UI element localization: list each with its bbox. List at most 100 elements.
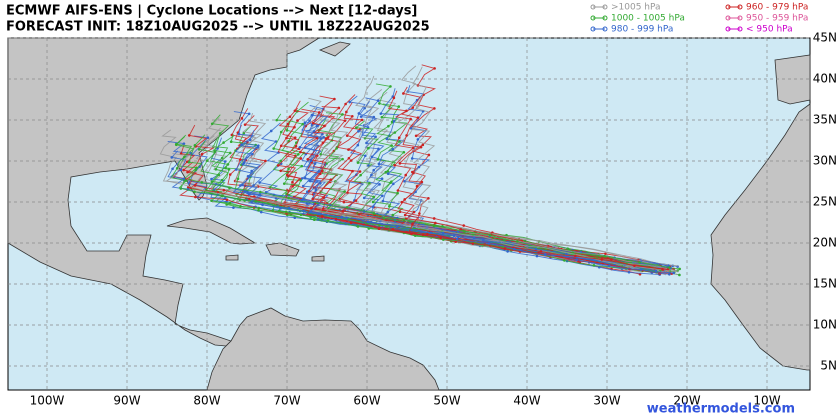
track-point xyxy=(226,163,230,166)
track-point xyxy=(225,198,229,202)
track-point xyxy=(381,194,384,198)
track-point xyxy=(171,167,174,171)
track-point xyxy=(427,153,431,157)
track-point xyxy=(300,164,304,168)
track-point xyxy=(386,210,390,214)
track-point xyxy=(228,173,232,176)
track-point xyxy=(543,253,547,257)
track-point xyxy=(287,196,291,200)
track-point xyxy=(404,173,408,177)
track-point xyxy=(322,207,325,210)
track-point xyxy=(342,200,346,204)
track-point xyxy=(633,264,636,268)
track-point xyxy=(472,236,476,240)
track-point xyxy=(321,132,324,136)
track-point xyxy=(382,216,386,220)
track-point xyxy=(391,147,395,151)
track-point xyxy=(282,182,286,185)
track-point xyxy=(259,190,262,194)
track-point xyxy=(311,121,315,125)
track-point xyxy=(356,161,360,164)
track-point xyxy=(247,112,251,116)
north-america xyxy=(7,37,321,347)
track-point xyxy=(416,116,420,119)
lon-label: 30W xyxy=(593,394,620,408)
track-point xyxy=(377,162,381,166)
track-point xyxy=(194,195,197,199)
track-point xyxy=(398,162,402,165)
legend-swatch xyxy=(725,4,731,10)
track xyxy=(398,86,663,270)
track-point xyxy=(299,157,303,160)
track-point xyxy=(503,247,507,250)
track-point xyxy=(349,221,353,225)
track-point xyxy=(376,158,380,161)
cuba xyxy=(166,217,257,245)
track-point xyxy=(380,177,384,181)
track-point xyxy=(378,102,381,105)
track xyxy=(396,65,662,268)
track-point xyxy=(236,177,240,181)
track xyxy=(198,140,657,273)
legend-swatch xyxy=(602,26,608,32)
track-point xyxy=(250,169,253,173)
track-point xyxy=(287,167,290,171)
track-point xyxy=(287,206,291,210)
track-point xyxy=(340,215,344,219)
track-point xyxy=(241,163,245,166)
track-point xyxy=(396,189,400,192)
track-point xyxy=(308,119,311,123)
track-point xyxy=(668,266,671,269)
track-point xyxy=(403,213,407,217)
track-point xyxy=(455,237,459,241)
track-point xyxy=(248,138,252,142)
track-point xyxy=(222,141,225,144)
track-point xyxy=(413,234,417,237)
track-point xyxy=(200,181,204,184)
track-point xyxy=(347,217,350,221)
track-point xyxy=(429,231,433,235)
track-point xyxy=(462,224,466,227)
track-point xyxy=(220,178,224,182)
track-point xyxy=(414,134,418,138)
track-point xyxy=(302,197,305,201)
track-point xyxy=(242,131,246,135)
lat-label: 40N xyxy=(813,72,837,86)
track-point xyxy=(391,213,395,217)
lon-label: 100W xyxy=(30,394,65,408)
track-point xyxy=(313,162,317,165)
track-point xyxy=(357,112,361,115)
lat-label: 10N xyxy=(813,318,837,332)
track-point xyxy=(264,159,267,163)
track-point xyxy=(425,232,429,236)
track-point xyxy=(386,170,390,173)
track-point xyxy=(627,270,631,274)
track-point xyxy=(482,238,485,242)
track-point xyxy=(441,231,445,235)
track-point xyxy=(294,144,298,148)
track-point xyxy=(344,102,347,106)
lat-label: 30N xyxy=(813,154,837,168)
track-point xyxy=(418,212,421,215)
track-point xyxy=(639,268,643,271)
track-point xyxy=(335,147,338,150)
legend: >1005 hPa 960 - 979 hPa 1000 - 1005 hPa 950… xyxy=(590,3,808,35)
track-point xyxy=(296,119,299,122)
track-point xyxy=(432,217,436,220)
track-point xyxy=(393,131,397,134)
track-point xyxy=(471,242,475,245)
track-point xyxy=(412,210,416,214)
track xyxy=(299,114,670,275)
track-point xyxy=(427,196,430,200)
track-point xyxy=(187,160,191,164)
legend-swatch xyxy=(590,26,596,32)
track-point xyxy=(380,115,384,119)
track-point xyxy=(271,209,275,212)
land xyxy=(7,37,811,391)
track-point xyxy=(279,169,283,173)
track-point xyxy=(182,168,185,172)
track-point xyxy=(170,156,174,159)
lon-label: 20W xyxy=(673,394,700,408)
track-point xyxy=(288,115,292,119)
track-point xyxy=(598,265,601,269)
